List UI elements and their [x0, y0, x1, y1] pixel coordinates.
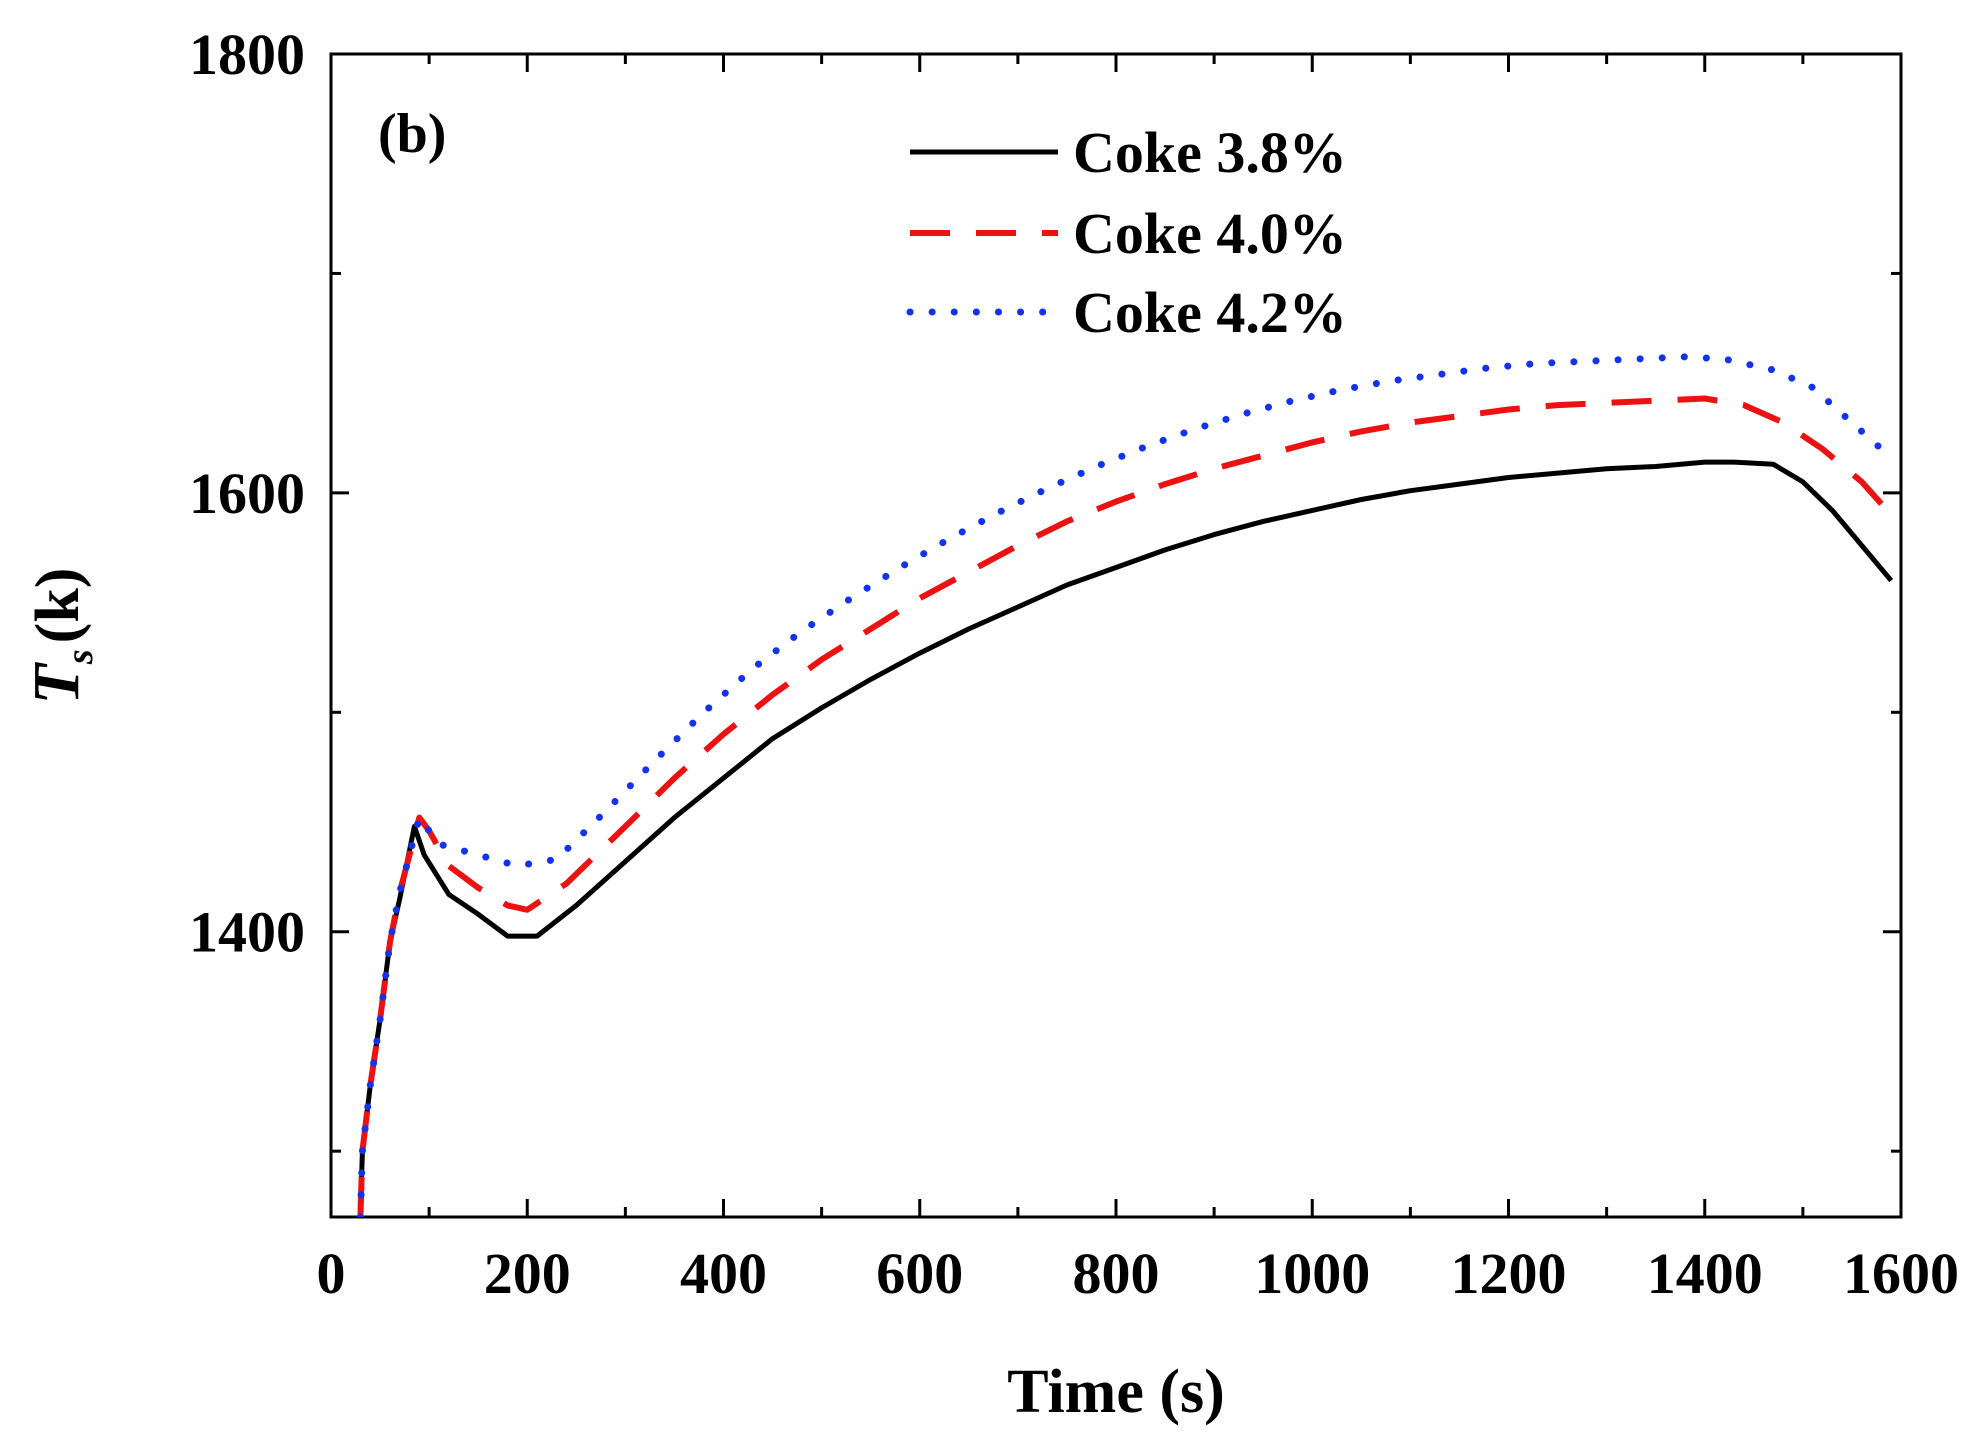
axis-ticks — [329, 52, 1903, 1217]
series-line-coke-3-8 — [357, 459, 1894, 1217]
y-axis-title-symbol: T — [20, 661, 93, 704]
plot-area — [329, 52, 1903, 1219]
legend-label-coke-4-0: Coke 4.0% — [1073, 201, 1347, 266]
x-tick-label-200: 200 — [484, 1241, 571, 1306]
legend-label-coke-3-8: Coke 3.8% — [1073, 120, 1347, 185]
series-line-coke-4-2 — [356, 353, 1885, 1217]
legend: Coke 3.8% Coke 4.0% Coke 4.2% — [906, 120, 1347, 345]
series-layer — [356, 353, 1894, 1217]
x-tick-label-1000: 1000 — [1254, 1241, 1370, 1306]
y-axis-title-unit: (k) — [24, 568, 92, 644]
x-tick-label-400: 400 — [680, 1241, 767, 1306]
x-tick-label-1600: 1600 — [1843, 1241, 1959, 1306]
y-tick-label-1400: 1400 — [189, 900, 305, 965]
y-axis-title: Ts (k) — [20, 568, 101, 705]
series-line-coke-4-0 — [357, 395, 1894, 1217]
y-axis-title-subscript: s — [59, 649, 101, 665]
x-tick-label-800: 800 — [1073, 1241, 1160, 1306]
panel-label: (b) — [378, 103, 446, 165]
tick-labels: 0 200 400 600 800 1000 1200 1400 1600 1400 1600 180… — [189, 22, 1959, 1306]
y-tick-label-1600: 1600 — [189, 461, 305, 526]
x-axis-title: Time (s) — [1007, 1358, 1225, 1426]
svg-text:Ts(k): Ts (k) — [20, 568, 101, 705]
legend-label-coke-4-2: Coke 4.2% — [1073, 280, 1347, 345]
y-tick-label-1800: 1800 — [189, 22, 305, 87]
x-tick-label-600: 600 — [876, 1241, 963, 1306]
x-tick-label-1400: 1400 — [1647, 1241, 1763, 1306]
x-tick-label-1200: 1200 — [1451, 1241, 1567, 1306]
x-tick-label-0: 0 — [317, 1241, 346, 1306]
